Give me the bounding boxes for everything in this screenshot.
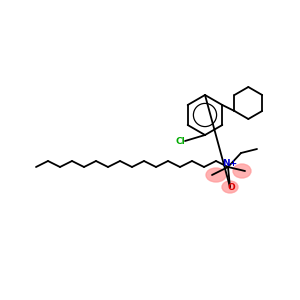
Ellipse shape: [233, 164, 251, 178]
Ellipse shape: [206, 168, 226, 182]
Text: Cl: Cl: [175, 136, 185, 146]
Ellipse shape: [222, 181, 238, 193]
Text: N+: N+: [222, 160, 238, 169]
Text: O: O: [227, 182, 235, 191]
